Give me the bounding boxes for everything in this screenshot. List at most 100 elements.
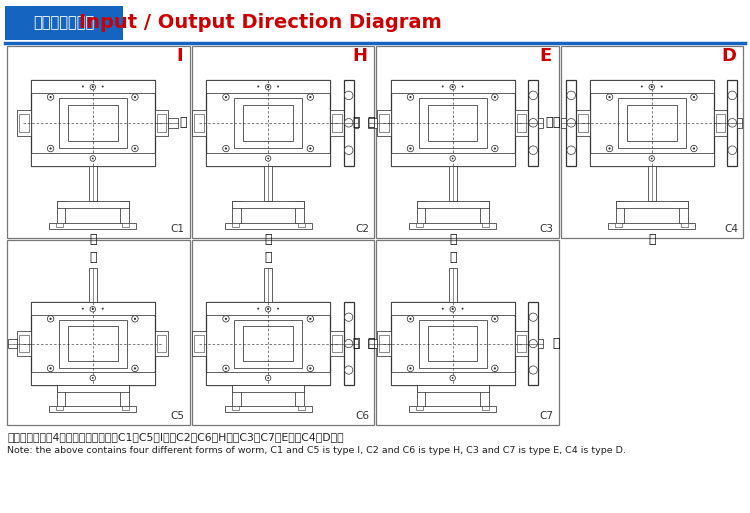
Circle shape — [102, 308, 104, 310]
Bar — [122, 223, 129, 227]
Circle shape — [309, 96, 311, 98]
Circle shape — [693, 96, 695, 98]
Circle shape — [307, 365, 314, 371]
Bar — [17, 110, 31, 136]
Circle shape — [529, 366, 537, 374]
Circle shape — [307, 315, 314, 322]
Bar — [332, 114, 342, 132]
Bar — [368, 339, 377, 348]
Bar — [737, 118, 742, 128]
Bar — [616, 202, 625, 223]
Circle shape — [452, 308, 454, 310]
Circle shape — [266, 85, 271, 90]
Bar — [154, 331, 169, 356]
Bar — [191, 240, 374, 425]
Circle shape — [567, 119, 575, 127]
Circle shape — [728, 146, 736, 154]
Circle shape — [567, 91, 575, 100]
Circle shape — [529, 313, 537, 321]
Bar — [169, 118, 178, 128]
Circle shape — [452, 86, 454, 88]
Bar — [560, 46, 743, 238]
Bar — [562, 118, 566, 128]
Circle shape — [223, 145, 230, 152]
Text: Note: the above contains four different forms of worm, C1 and C5 is type I, C2 a: Note: the above contains four different … — [7, 446, 626, 455]
Bar — [57, 385, 129, 392]
Bar — [154, 110, 169, 136]
Circle shape — [344, 91, 353, 100]
Bar — [206, 302, 330, 315]
Bar — [232, 406, 238, 410]
Circle shape — [225, 147, 227, 150]
Text: C7: C7 — [539, 411, 554, 421]
Circle shape — [50, 96, 52, 98]
Bar — [514, 110, 528, 136]
Bar — [417, 385, 425, 406]
Circle shape — [651, 86, 652, 88]
Bar — [344, 302, 353, 385]
Text: 出: 出 — [265, 233, 272, 246]
Text: C5: C5 — [170, 411, 184, 421]
Bar — [193, 110, 206, 136]
Circle shape — [344, 119, 353, 127]
Circle shape — [90, 306, 95, 312]
Bar — [191, 46, 374, 238]
Bar — [57, 385, 65, 406]
Bar — [417, 202, 425, 223]
Bar — [330, 110, 344, 136]
Circle shape — [344, 146, 353, 154]
Circle shape — [132, 315, 138, 322]
Bar — [482, 223, 489, 227]
Bar — [206, 372, 330, 385]
Bar — [157, 114, 166, 132]
Circle shape — [134, 367, 136, 369]
Bar — [122, 406, 129, 410]
Bar — [232, 385, 304, 392]
Circle shape — [225, 96, 227, 98]
Circle shape — [92, 308, 94, 310]
Bar — [234, 98, 302, 148]
Circle shape — [491, 145, 498, 152]
Text: H: H — [352, 47, 367, 65]
Bar — [225, 223, 311, 229]
Circle shape — [225, 367, 227, 369]
Bar — [482, 406, 489, 410]
Bar — [243, 326, 293, 361]
Bar — [5, 6, 123, 40]
Circle shape — [267, 157, 269, 160]
Bar — [298, 223, 304, 227]
Bar — [419, 98, 487, 148]
Circle shape — [649, 156, 655, 161]
Bar — [376, 46, 559, 238]
Circle shape — [442, 86, 444, 88]
Circle shape — [267, 86, 269, 88]
Circle shape — [450, 306, 455, 312]
Bar — [590, 152, 714, 166]
Bar — [391, 372, 514, 385]
Circle shape — [461, 86, 464, 88]
Circle shape — [608, 147, 610, 150]
Circle shape — [92, 86, 94, 88]
Bar — [120, 385, 129, 406]
Circle shape — [410, 367, 412, 369]
Bar — [538, 118, 543, 128]
Circle shape — [529, 119, 538, 127]
Text: 入: 入 — [180, 116, 188, 129]
Bar — [648, 166, 656, 202]
Bar — [7, 46, 190, 238]
Bar — [234, 320, 302, 368]
Bar — [427, 105, 478, 141]
Bar — [193, 331, 206, 356]
Bar — [206, 302, 330, 385]
Circle shape — [223, 315, 230, 322]
Bar — [88, 268, 97, 302]
Text: 出: 出 — [89, 251, 97, 264]
Text: I: I — [176, 47, 182, 65]
Bar — [681, 223, 688, 227]
Circle shape — [693, 147, 695, 150]
Bar — [19, 114, 28, 132]
Bar — [19, 335, 28, 352]
Bar — [517, 114, 526, 132]
Circle shape — [132, 145, 138, 152]
Circle shape — [102, 86, 104, 88]
